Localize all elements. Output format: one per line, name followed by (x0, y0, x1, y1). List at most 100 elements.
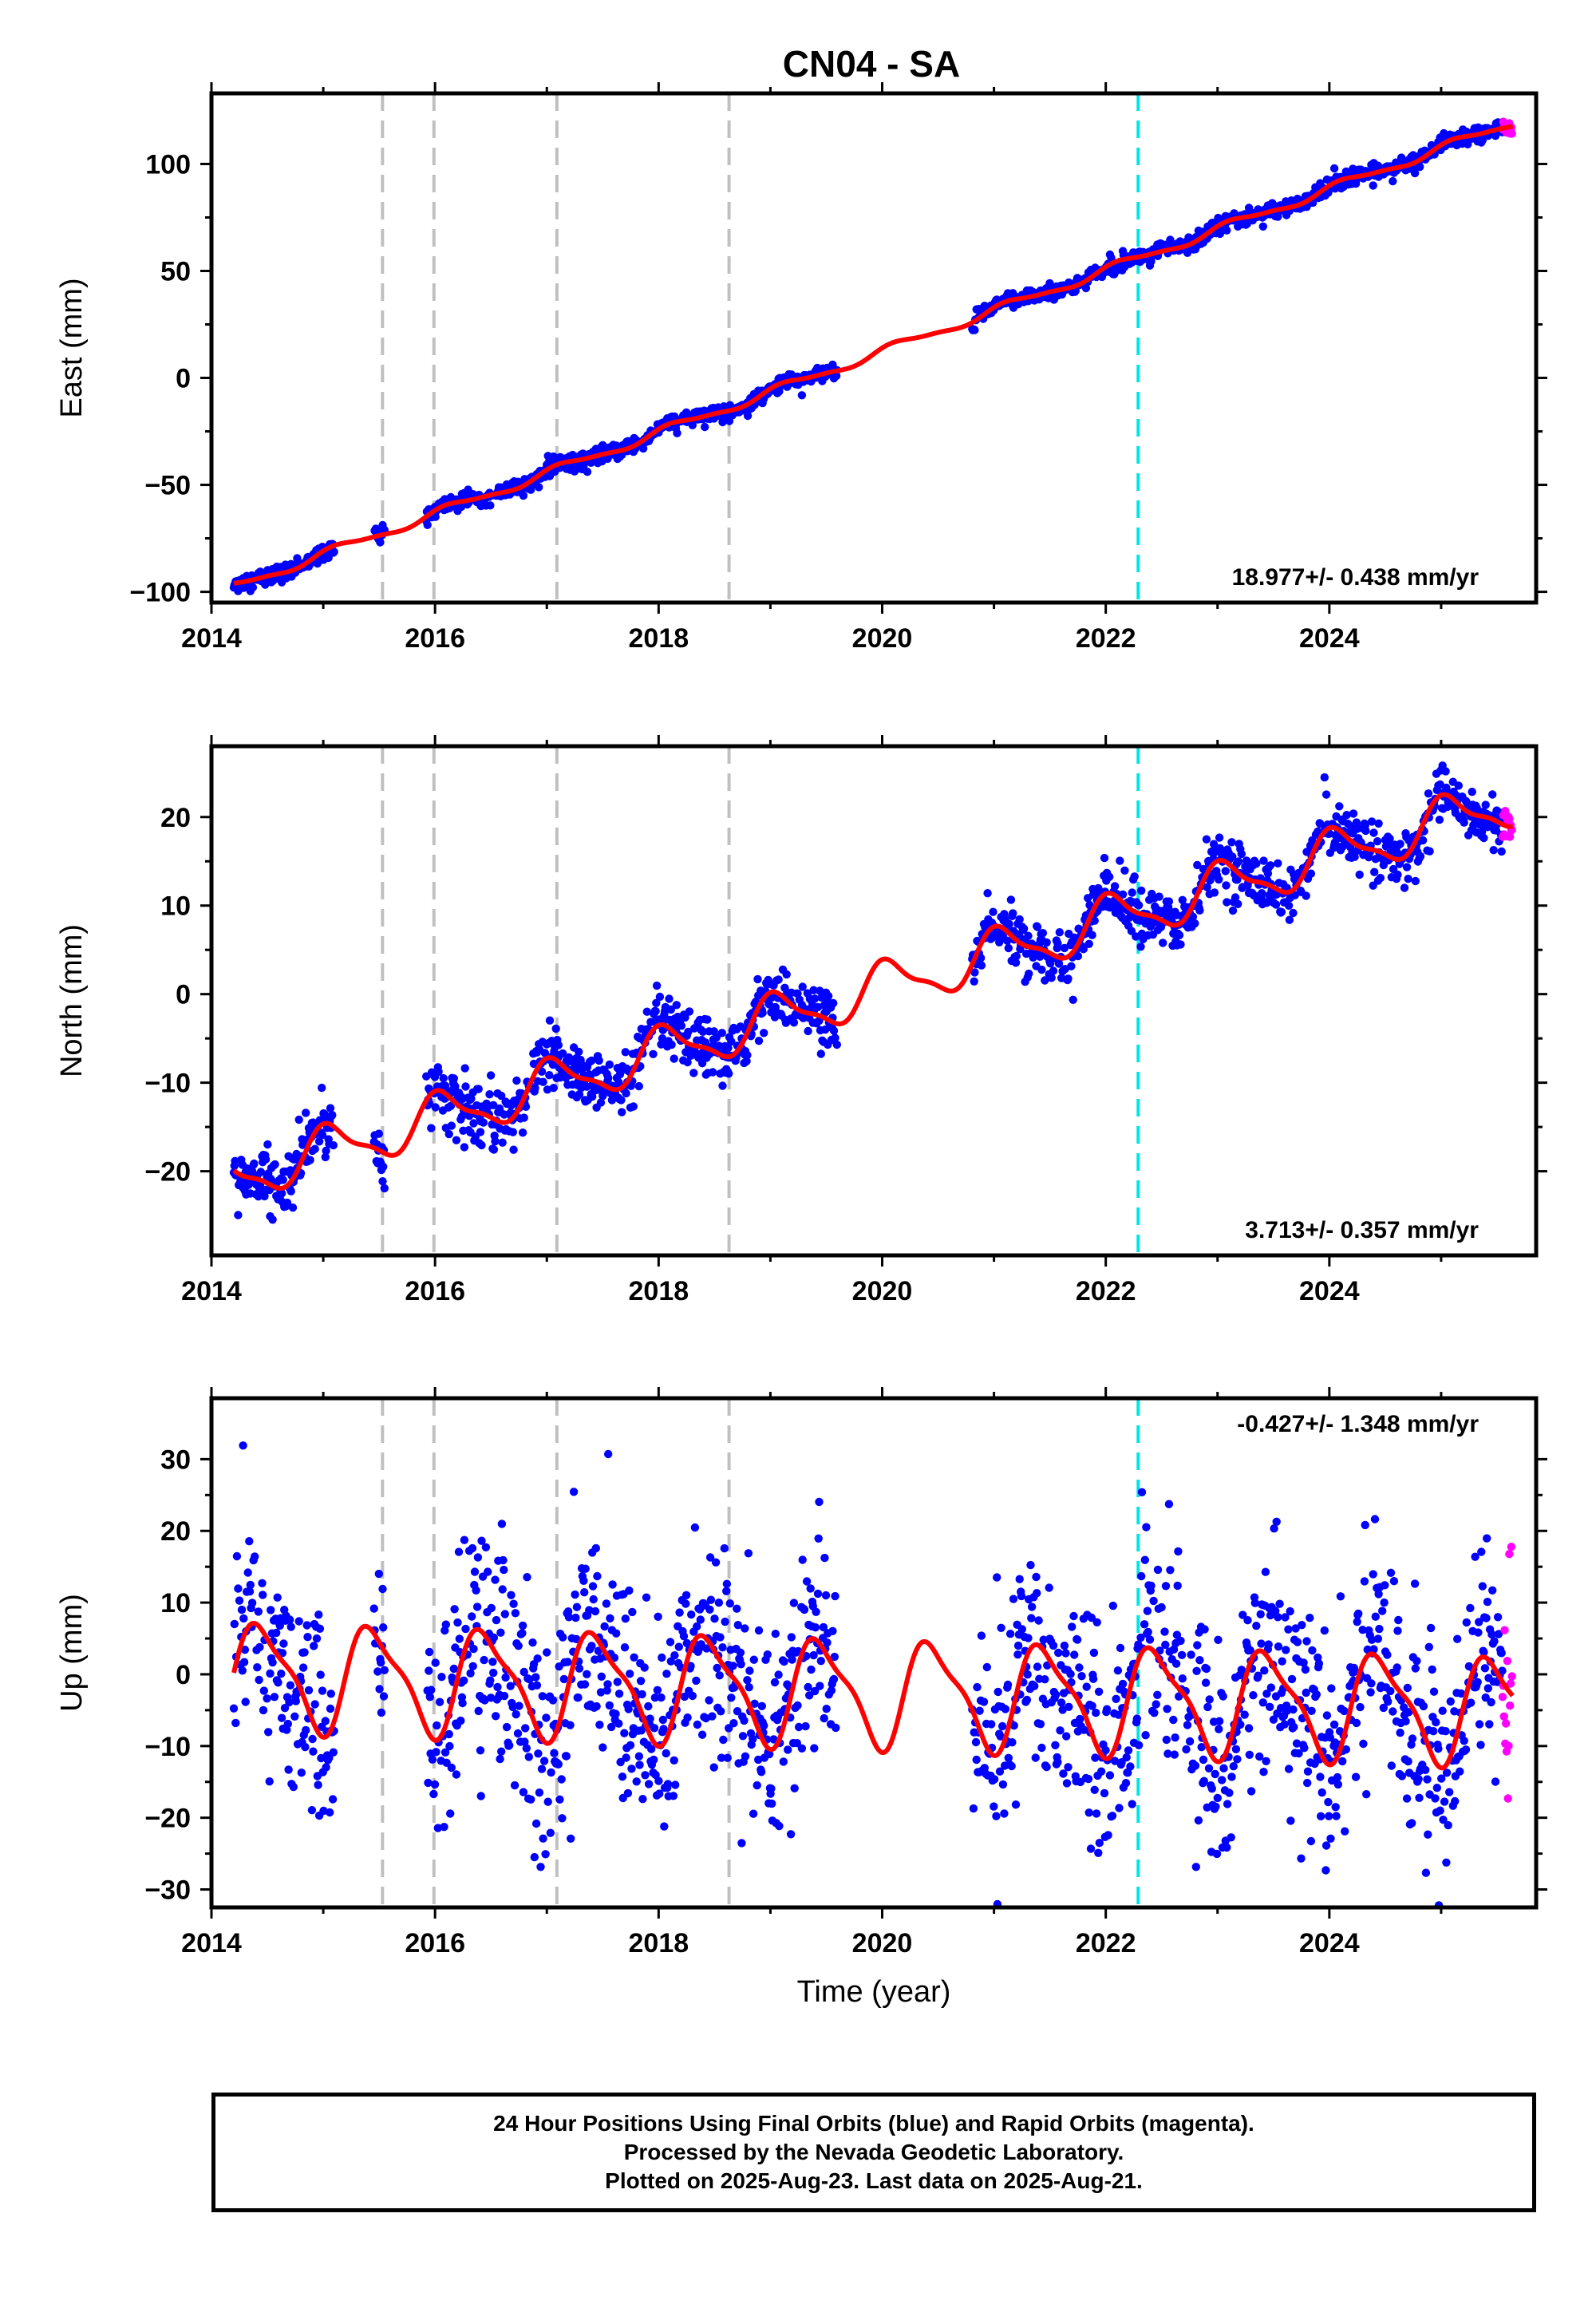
data-point (286, 1187, 295, 1196)
data-point (492, 1615, 501, 1625)
data-point (1394, 1615, 1403, 1625)
data-point (816, 1682, 824, 1690)
data-point (1121, 1779, 1131, 1788)
data-point (1408, 1819, 1416, 1828)
data-point (1192, 1666, 1201, 1675)
data-point (758, 1008, 767, 1018)
data-point (1327, 1684, 1336, 1693)
data-point (1493, 1613, 1503, 1622)
data-point (1223, 1800, 1232, 1808)
data-point (476, 1128, 485, 1136)
data-point (549, 1084, 558, 1093)
data-point (827, 1686, 836, 1695)
data-point (492, 1712, 500, 1721)
data-point (1221, 867, 1231, 875)
data-point (477, 1140, 486, 1150)
data-point (1416, 852, 1425, 861)
data-point (717, 1707, 725, 1716)
data-point (1054, 1648, 1063, 1658)
data-point (461, 1082, 470, 1091)
data-point (583, 468, 592, 476)
data-point (1471, 1552, 1479, 1561)
data-point (1271, 1607, 1280, 1615)
data-point (596, 1098, 606, 1107)
data-point (638, 1690, 646, 1699)
data-point (1060, 1641, 1069, 1650)
x-tick-label: 2020 (852, 1276, 913, 1306)
data-point (1024, 1634, 1033, 1642)
data-point (727, 1694, 736, 1702)
data-point (1477, 1547, 1486, 1556)
data-point (254, 1192, 263, 1201)
x-tick-label: 2024 (1299, 1276, 1360, 1306)
data-point (1375, 1624, 1384, 1634)
data-point (1038, 929, 1048, 938)
data-point (440, 1081, 450, 1090)
data-point (1259, 856, 1268, 865)
data-point (1169, 1715, 1178, 1725)
data-point (1266, 1702, 1274, 1711)
data-point (1460, 818, 1468, 827)
y-tick-label: 50 (160, 256, 191, 287)
data-point (1175, 931, 1184, 940)
data-point (488, 1658, 497, 1666)
data-point (255, 1642, 264, 1652)
data-point (753, 974, 762, 984)
data-point (1402, 863, 1412, 871)
data-point (1191, 919, 1199, 928)
data-point (1281, 1613, 1290, 1622)
data-point (1005, 1630, 1015, 1638)
data-point (1461, 1745, 1471, 1754)
data-point (585, 1606, 594, 1614)
data-point (254, 1607, 263, 1616)
data-point (1161, 1582, 1171, 1591)
data-point (608, 1580, 617, 1589)
data-point (1153, 1565, 1163, 1575)
data-point (1494, 1630, 1503, 1638)
data-point (706, 1595, 716, 1604)
data-point (575, 1664, 584, 1673)
data-point (1191, 1761, 1200, 1770)
data-point (1436, 1806, 1444, 1815)
rapid-data-point (1502, 1719, 1511, 1728)
rapid-data-point (1499, 1712, 1508, 1721)
data-point (1075, 1663, 1084, 1672)
data-point (277, 1670, 286, 1678)
data-point (832, 1723, 840, 1733)
data-point (449, 1664, 458, 1674)
data-point (1259, 1768, 1268, 1777)
data-point (1041, 976, 1049, 985)
data-point (253, 1663, 262, 1672)
data-point (1321, 1841, 1331, 1850)
rapid-data-point (1500, 1626, 1509, 1634)
data-point (1055, 928, 1065, 937)
y-tick-label: −20 (144, 1804, 191, 1834)
data-point (1282, 1646, 1290, 1654)
data-point (1354, 1609, 1363, 1618)
data-point (589, 1595, 598, 1604)
data-point (425, 1647, 434, 1657)
data-point (543, 1797, 552, 1806)
data-point (268, 1658, 277, 1667)
data-point (1095, 1839, 1104, 1848)
data-point (982, 1662, 992, 1672)
data-point (1091, 1753, 1100, 1762)
data-point (1312, 1690, 1321, 1699)
data-point (737, 1660, 745, 1669)
data-point (1404, 1708, 1413, 1717)
data-point (1025, 969, 1033, 978)
data-point (1203, 883, 1211, 891)
data-point (1462, 1618, 1472, 1627)
data-point (729, 1719, 738, 1728)
x-tick-label: 2014 (181, 623, 242, 654)
data-point (992, 1812, 1001, 1820)
data-point (768, 1799, 776, 1808)
data-point (1437, 1774, 1446, 1783)
data-point (715, 1671, 724, 1680)
data-point (1116, 1643, 1125, 1653)
data-point (820, 1553, 829, 1563)
data-point (1134, 1741, 1144, 1749)
data-point (1410, 168, 1420, 178)
data-point (476, 1792, 485, 1800)
data-point (975, 1706, 984, 1715)
